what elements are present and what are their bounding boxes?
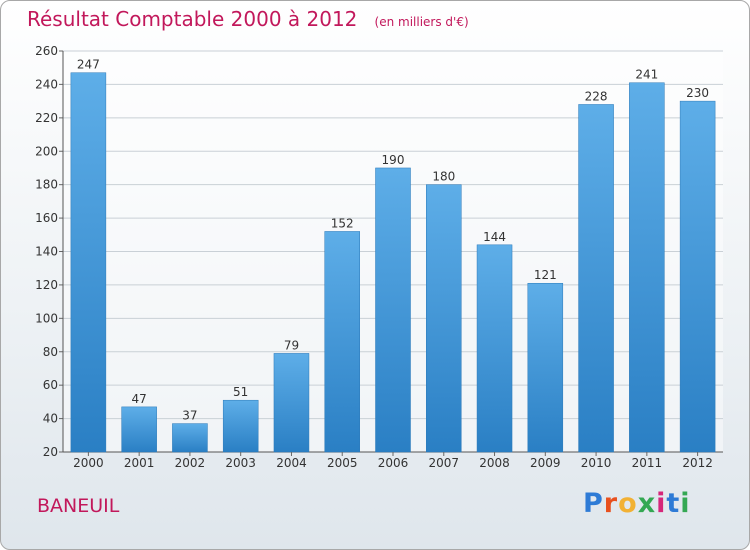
x-tick-label: 2008	[479, 456, 510, 470]
x-tick-label: 2005	[327, 456, 358, 470]
x-tick-label: 2001	[124, 456, 155, 470]
data-label: 190	[382, 153, 405, 167]
x-tick-label: 2007	[428, 456, 459, 470]
data-label: 152	[331, 216, 354, 230]
y-tick-label: 180	[35, 178, 58, 192]
data-label: 180	[432, 170, 455, 184]
chart-title: Résultat Comptable 2000 à 2012	[27, 7, 358, 31]
y-tick-label: 40	[43, 412, 58, 426]
x-tick-label: 2002	[175, 456, 206, 470]
y-tick-label: 240	[35, 77, 58, 91]
brand-logo-letter: i	[656, 488, 667, 519]
brand-logo: Proxiti	[583, 488, 691, 519]
data-label: 47	[132, 392, 147, 406]
x-tick-label: 2006	[378, 456, 409, 470]
y-tick-label: 260	[35, 44, 58, 58]
brand-logo-letter: x	[637, 488, 657, 519]
x-tick-label: 2003	[225, 456, 256, 470]
bar	[476, 244, 513, 453]
y-tick-label: 220	[35, 111, 58, 125]
y-tick-label: 120	[35, 278, 58, 292]
data-label: 79	[284, 338, 299, 352]
brand-logo-letter: i	[680, 488, 691, 519]
brand-logo-letter: P	[583, 488, 604, 519]
data-label: 144	[483, 230, 506, 244]
data-label: 228	[585, 89, 608, 103]
chart-subtitle: (en milliers d'€)	[374, 15, 469, 29]
bar	[324, 231, 360, 453]
data-label: 230	[686, 86, 709, 100]
x-tick-label: 2004	[276, 456, 307, 470]
y-axis-ticks: 20 40 60 80 100 120 140 160 180 200 220 240 260	[35, 44, 58, 459]
y-tick-label: 60	[43, 378, 58, 392]
data-label: 121	[534, 268, 557, 282]
brand-logo-letter: o	[618, 488, 638, 519]
x-tick-label: 2010	[581, 456, 612, 470]
bar	[527, 282, 564, 453]
y-tick-label: 140	[35, 245, 58, 259]
y-tick-label: 160	[35, 211, 58, 225]
data-label: 247	[77, 58, 100, 72]
bar	[426, 184, 462, 453]
bar	[121, 406, 157, 453]
bar	[172, 423, 208, 453]
x-tick-label: 2009	[530, 456, 561, 470]
brand-logo-letter: r	[603, 488, 619, 519]
commune-name: BANEUIL	[37, 495, 120, 517]
data-label: 37	[182, 409, 197, 423]
brand-logo-letter: t	[666, 488, 681, 519]
y-tick-label: 100	[35, 311, 58, 325]
data-label: 241	[635, 68, 658, 82]
bar	[222, 399, 259, 453]
x-axis-ticks: 2000 2001 2002 2003 2004 2005 2006 2007 2008 2009…	[73, 452, 713, 470]
bars-layer	[70, 72, 716, 453]
y-tick-label: 200	[35, 144, 58, 158]
bar	[70, 72, 107, 453]
x-tick-label: 2011	[632, 456, 663, 470]
labels-layer: 247 47 37 51 79 152 190 180 144 121 228 241 230	[77, 58, 709, 423]
bar	[273, 353, 310, 453]
title-line: Résultat Comptable 2000 à 2012 (en milli…	[27, 7, 469, 31]
bar	[578, 104, 614, 453]
bar	[375, 167, 411, 453]
bar	[679, 100, 716, 453]
y-tick-label: 20	[43, 445, 58, 459]
data-label: 51	[233, 385, 248, 399]
x-tick-label: 2012	[682, 456, 713, 470]
bar	[629, 82, 665, 453]
x-tick-label: 2000	[73, 456, 104, 470]
y-tick-label: 80	[43, 345, 58, 359]
